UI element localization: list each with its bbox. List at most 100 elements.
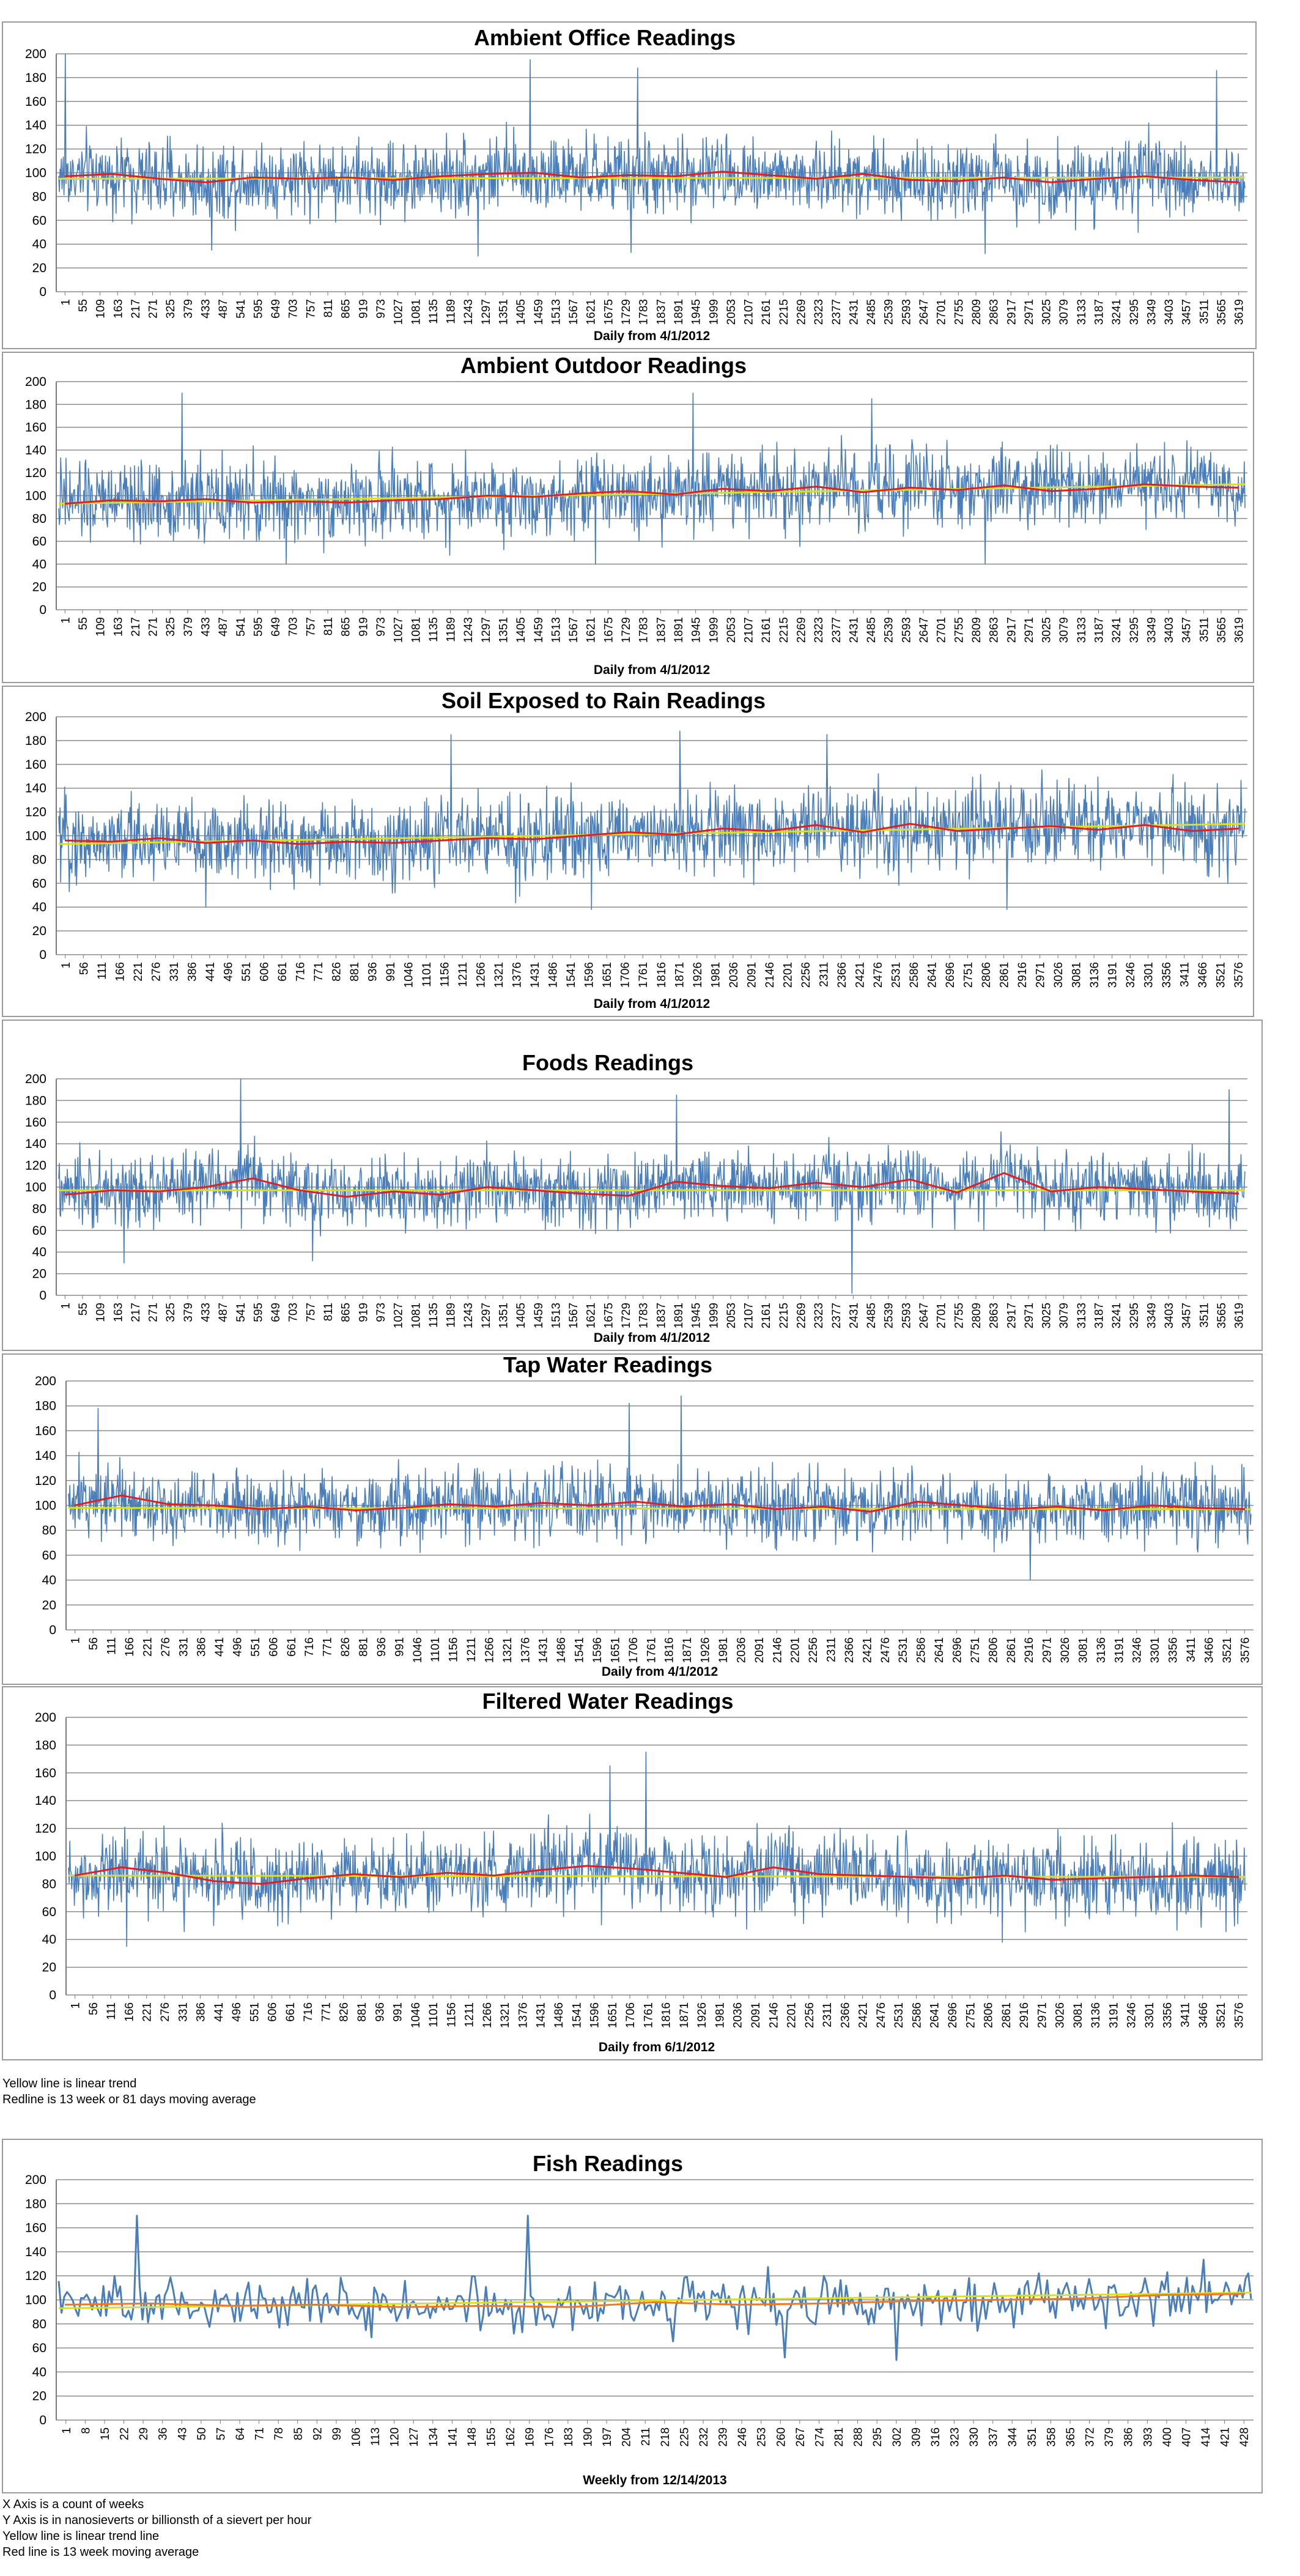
x-tick-label: 1596 [583,962,596,988]
x-axis-label: Daily from 6/1/2012 [599,2040,715,2054]
y-tick-label: 40 [32,1245,46,1259]
x-tick-label: 1243 [462,1303,475,1328]
x-tick-label: 757 [305,299,317,319]
x-tick-label: 826 [339,1637,352,1657]
x-tick-label: 225 [678,2427,691,2447]
y-tick-label: 140 [25,119,46,133]
x-tick-label: 2917 [1005,617,1018,643]
x-tick-label: 541 [235,299,248,319]
x-tick-label: 3081 [1072,2002,1085,2028]
x-tick-label: 337 [988,2427,1000,2447]
x-tick-label: 3136 [1090,2002,1102,2028]
y-tick-label: 20 [32,580,46,594]
x-tick-label: 2916 [1018,2002,1031,2028]
x-tick-label: 661 [276,962,289,982]
x-tick-label: 3136 [1088,962,1101,988]
x-tick-label: 169 [524,2427,537,2447]
x-tick-label: 2107 [743,1303,756,1328]
x-tick-label: 2377 [830,1303,843,1328]
y-tick-label: 160 [25,758,46,772]
y-tick-label: 180 [35,1399,56,1413]
x-tick-label: 163 [112,1303,125,1322]
x-tick-label: 2539 [883,1303,896,1328]
x-tick-label: 1156 [445,2002,458,2027]
x-tick-label: 281 [833,2427,846,2447]
x-tick-label: 197 [601,2427,614,2447]
x-tick-label: 2971 [1023,1303,1036,1328]
x-tick-label: 2593 [900,1303,913,1328]
x-tick-label: 2647 [918,299,931,325]
x-tick-label: 3576 [1233,962,1246,988]
x-tick-label: 1211 [465,1637,478,1662]
x-tick-label: 3301 [1143,2002,1156,2028]
x-tick-label: 155 [486,2427,498,2447]
y-tick-label: 180 [35,1738,56,1752]
x-tick-label: 274 [813,2427,826,2447]
x-tick-label: 661 [286,1637,298,1657]
x-tick-label: 3466 [1203,1637,1216,1663]
y-tick-label: 100 [25,489,46,503]
chart-panel: 0 20 40 60 80 100 120 140 160 180 200 1 55 109 163 217 2… [2,21,1257,349]
x-tick-label: 166 [123,2002,136,2022]
x-tick-label: 379 [182,299,195,319]
x-tick-label: 2809 [970,299,983,325]
x-tick-label: 1376 [517,2002,530,2028]
x-tick-label: 1321 [493,962,506,988]
x-tick-label: 1651 [601,962,614,988]
x-tick-label: 113 [369,2427,382,2446]
x-tick-label: 2586 [915,1637,928,1663]
x-tick-label: 36 [157,2427,170,2440]
x-tick-label: 111 [105,2002,118,2020]
x-tick-label: 221 [132,962,145,982]
x-tick-label: 1891 [673,617,685,643]
x-tick-label: 267 [794,2427,807,2447]
y-tick-label: 80 [32,1202,46,1216]
y-tick-label: 20 [42,1961,56,1975]
x-tick-label: 3133 [1076,1303,1088,1328]
x-tick-label: 2215 [778,617,791,643]
readings-series-line [57,2215,1252,2361]
x-axis-label: Weekly from 12/14/2013 [583,2473,726,2487]
x-tick-label: 3356 [1161,962,1173,988]
x-tick-label: 92 [311,2427,324,2440]
x-tick-label: 127 [408,2427,421,2447]
x-tick-label: 3187 [1093,1303,1106,1328]
x-tick-label: 2256 [803,2002,816,2028]
x-tick-label: 2917 [1005,1303,1018,1328]
y-tick-label: 200 [25,2173,46,2187]
x-tick-label: 2586 [910,2002,923,2028]
x-tick-label: 1761 [637,962,650,988]
x-tick-label: 221 [141,2002,154,2022]
x-tick-label: 1871 [681,1637,694,1663]
x-tick-label: 1321 [501,1637,514,1663]
x-tick-label: 2861 [1005,1637,1018,1663]
x-tick-label: 811 [322,617,335,635]
chart-panel: 0 20 40 60 80 100 120 140 160 180 200 1 56 111 166 221 2… [2,1686,1263,2060]
x-tick-label: 1621 [585,1303,598,1328]
x-tick-label: 2696 [951,1637,964,1663]
x-tick-label: 218 [659,2427,672,2447]
x-tick-label: 3187 [1093,617,1106,643]
x-tick-label: 1046 [403,962,416,988]
x-tick-label: 3187 [1093,299,1106,325]
x-tick-label: 2971 [1023,299,1036,325]
y-tick-label: 120 [25,805,46,820]
x-tick-label: 595 [252,1303,265,1322]
x-tick-label: 487 [217,299,230,319]
x-tick-label: 351 [1026,2427,1039,2447]
x-tick-label: 936 [375,1637,388,1657]
x-tick-label: 2201 [786,2002,799,2028]
x-tick-label: 3403 [1163,299,1176,325]
y-tick-label: 120 [25,2269,46,2283]
x-tick-label: 386 [186,962,199,982]
x-tick-label: 3133 [1076,617,1088,643]
x-tick-label: 344 [1006,2427,1019,2447]
x-tick-label: 551 [240,962,253,982]
x-axis-label: Daily from 4/1/2012 [594,663,710,677]
x-tick-label: 3565 [1216,1303,1228,1328]
x-tick-label: 3295 [1128,617,1141,643]
x-tick-label: 271 [147,1303,160,1322]
x-tick-label: 3349 [1145,299,1158,325]
x-tick-label: 865 [340,299,353,319]
x-tick-label: 183 [563,2427,575,2447]
